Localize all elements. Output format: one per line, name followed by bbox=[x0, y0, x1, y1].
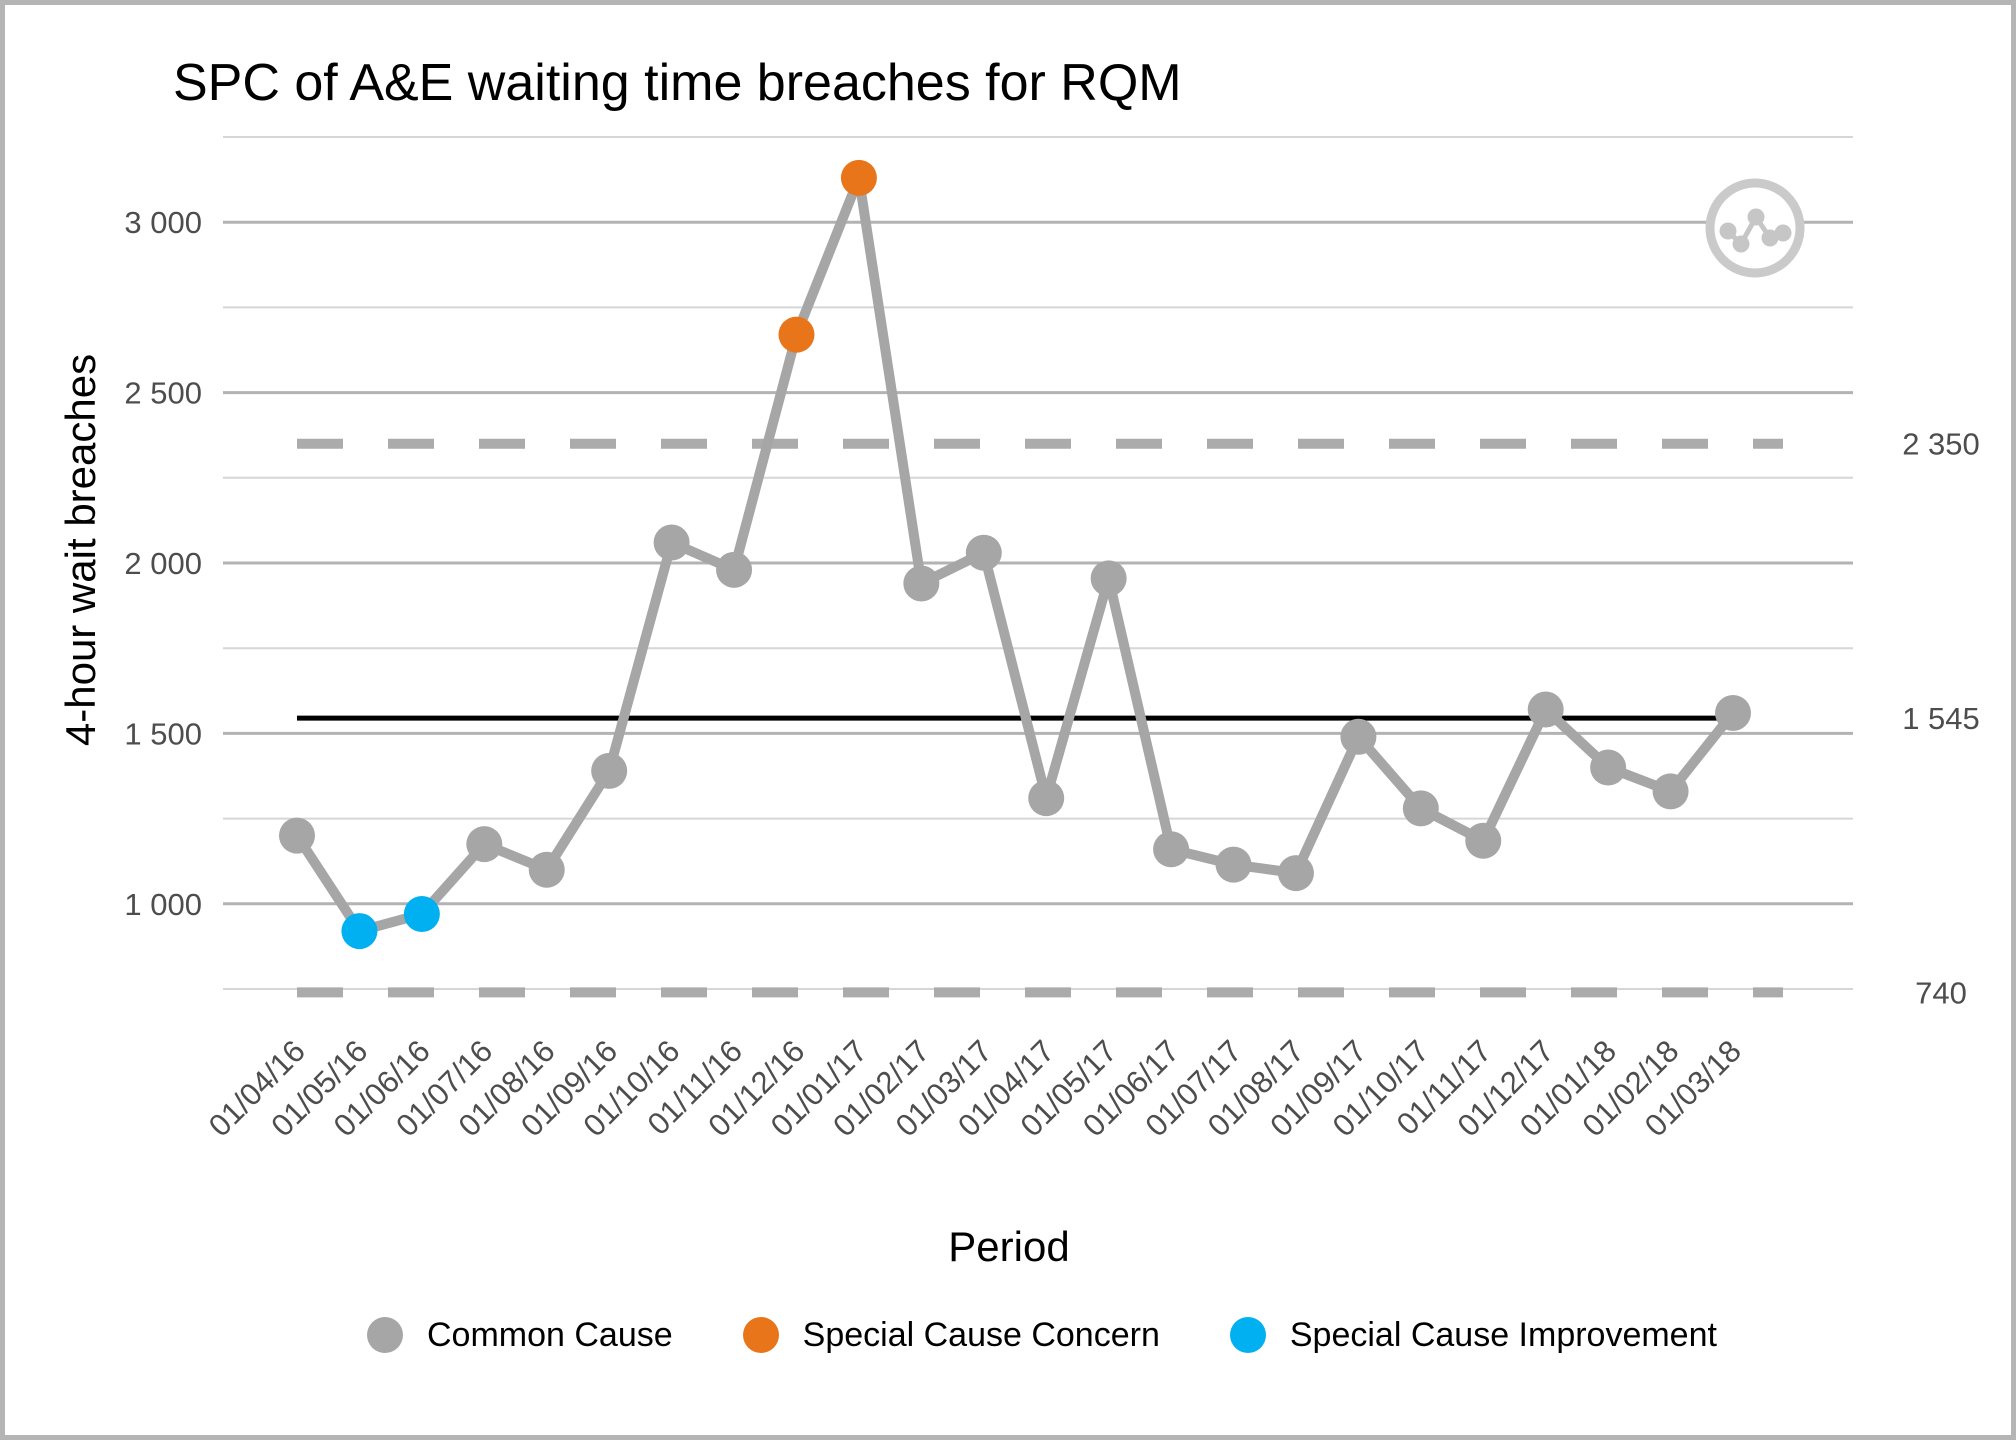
data-point-01/05/17 bbox=[1090, 560, 1127, 597]
data-point-01/03/18 bbox=[1715, 694, 1752, 731]
special-cause-concern-dot-icon bbox=[742, 1317, 779, 1353]
data-point-01/02/18 bbox=[1652, 773, 1689, 810]
data-point-01/07/16 bbox=[466, 826, 503, 863]
data-point-01/09/17 bbox=[1340, 718, 1377, 755]
legend-label: Special Cause Improvement bbox=[1289, 1315, 1717, 1354]
data-point-01/06/16 bbox=[403, 896, 440, 933]
legend: Common Cause Special Cause Concern Speci… bbox=[367, 1307, 1717, 1363]
lcl-value-label: 740 bbox=[1915, 975, 1967, 1010]
y-tick-label: 2 500 bbox=[124, 376, 202, 411]
data-point-01/05/16 bbox=[341, 913, 378, 950]
legend-item-special-cause-concern: Special Cause Concern bbox=[742, 1315, 1160, 1355]
data-point-01/09/16 bbox=[591, 752, 628, 789]
y-tick-label: 2 000 bbox=[124, 546, 202, 581]
icon-dot bbox=[1761, 229, 1779, 247]
legend-label: Common Cause bbox=[427, 1315, 673, 1354]
common-cause-dot-icon bbox=[367, 1317, 403, 1353]
spc-variation-icon bbox=[1705, 178, 1805, 278]
data-point-01/07/17 bbox=[1215, 846, 1252, 883]
chart-title: SPC of A&E waiting time breaches for RQM bbox=[173, 54, 1182, 112]
data-point-01/02/17 bbox=[903, 565, 940, 602]
data-point-01/12/17 bbox=[1527, 691, 1564, 728]
data-point-01/01/18 bbox=[1590, 749, 1627, 786]
icon-dot bbox=[1732, 235, 1750, 253]
data-point-01/10/17 bbox=[1402, 790, 1439, 827]
control-lines-group bbox=[297, 438, 1783, 998]
data-point-01/08/17 bbox=[1277, 855, 1314, 892]
legend-item-special-cause-improvement: Special Cause Improvement bbox=[1229, 1315, 1717, 1355]
ucl-value-label: 2 350 bbox=[1902, 427, 1980, 462]
icon-dot bbox=[1719, 222, 1737, 240]
data-point-01/01/17 bbox=[840, 159, 877, 196]
icon-dot bbox=[1774, 224, 1792, 242]
mean-value-label: 1 545 bbox=[1902, 701, 1980, 736]
data-point-01/08/16 bbox=[528, 851, 565, 888]
data-point-01/04/16 bbox=[279, 817, 315, 854]
legend-label: Special Cause Concern bbox=[802, 1315, 1160, 1354]
icon-dot bbox=[1747, 208, 1765, 226]
data-point-01/04/17 bbox=[1028, 780, 1065, 817]
data-point-01/10/16 bbox=[653, 524, 690, 561]
data-point-01/03/17 bbox=[965, 534, 1002, 571]
legend-item-common-cause: Common Cause bbox=[367, 1316, 673, 1355]
y-tick-label: 1 000 bbox=[124, 887, 202, 922]
y-tick-label: 3 000 bbox=[124, 205, 202, 240]
y-tick-label: 1 500 bbox=[124, 716, 202, 751]
special-cause-improvement-dot-icon bbox=[1229, 1317, 1266, 1353]
data-point-01/06/17 bbox=[1153, 831, 1190, 868]
data-point-01/12/16 bbox=[778, 316, 815, 353]
x-axis-title: Period bbox=[948, 1223, 1070, 1270]
icon-ring bbox=[1705, 178, 1805, 278]
series-group bbox=[279, 159, 1752, 950]
data-point-01/11/16 bbox=[716, 551, 753, 588]
data-point-01/11/17 bbox=[1465, 822, 1502, 859]
gridlines-group bbox=[223, 136, 1853, 990]
